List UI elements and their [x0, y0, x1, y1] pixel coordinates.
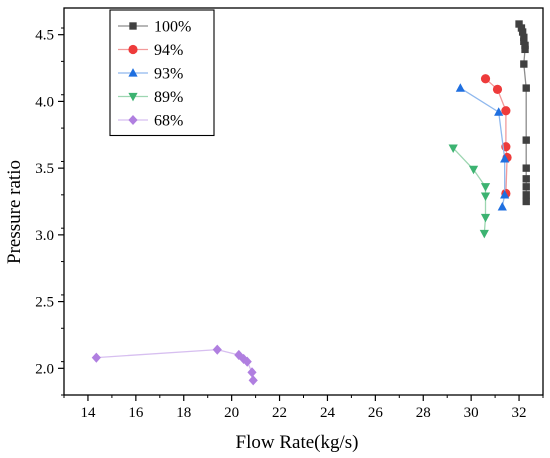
data-point-100%-1 [517, 24, 526, 32]
data-point-94%-2 [501, 106, 511, 116]
data-point-100%-14 [522, 197, 530, 206]
legend-label-68%: 68% [154, 113, 183, 130]
series-94% [480, 74, 512, 199]
series-93% [455, 83, 510, 211]
series-line-94% [485, 78, 508, 194]
legend-marker-100% [129, 22, 137, 30]
axis-ticks [58, 27, 544, 401]
data-point-89%-3 [480, 192, 491, 201]
x-tick-label-30: 30 [464, 405, 479, 421]
y-tick-label-3.5: 3.5 [35, 161, 54, 177]
x-tick-label-28: 28 [416, 405, 431, 421]
data-point-100%-8 [522, 84, 530, 92]
data-point-89%-4 [480, 213, 491, 223]
data-point-89%-0 [448, 144, 458, 153]
data-point-93%-4 [497, 202, 507, 211]
data-point-93%-3 [500, 189, 510, 199]
y-tick-label-4.5: 4.5 [35, 28, 54, 44]
data-point-100%-10 [522, 164, 530, 172]
x-tick-label-16: 16 [128, 405, 144, 421]
legend-marker-94% [128, 44, 138, 55]
data-point-94%-1 [492, 84, 503, 95]
tick-labels: 14 16 18 20 22 24 26 28 30 32 2.0 2.5 3.0 3.5 4.0 4.5 [35, 28, 526, 421]
data-point-68%-0 [91, 352, 101, 363]
data-point-100%-5 [521, 41, 529, 50]
data-point-89%-1 [468, 165, 479, 175]
legend-label-100%: 100% [154, 19, 191, 36]
legend-marker-93% [128, 68, 138, 77]
data-point-100%-6 [521, 45, 529, 54]
legend-marker-68% [128, 114, 138, 126]
data-point-100%-3 [520, 33, 528, 42]
data-point-89%-5 [479, 229, 489, 239]
series-line-93% [460, 87, 506, 207]
series-line-89% [452, 147, 487, 234]
legend-marker-89% [128, 92, 138, 102]
x-tick-label-32: 32 [512, 405, 527, 421]
y-axis-label: Pressure ratio [4, 160, 25, 264]
data-point-68%-4 [242, 356, 252, 367]
y-tick-label-2.5: 2.5 [35, 295, 54, 311]
data-point-100%-9 [522, 136, 530, 144]
x-tick-label-18: 18 [176, 405, 191, 421]
data-point-100%-13 [522, 191, 530, 199]
x-tick-label-20: 20 [224, 405, 239, 421]
x-tick-label-24: 24 [320, 405, 336, 421]
data-point-100%-0 [515, 20, 523, 28]
series-100% [515, 20, 530, 206]
data-point-100%-2 [518, 28, 527, 36]
data-point-68%-6 [248, 375, 258, 386]
series-68% [91, 344, 258, 386]
x-tick-label-14: 14 [80, 405, 96, 421]
data-point-68%-1 [212, 344, 222, 355]
data-point-89%-2 [480, 183, 491, 192]
series-line-68% [96, 348, 254, 381]
x-tick-label-26: 26 [368, 405, 384, 421]
x-axis-label: Flow Rate(kg/s) [236, 432, 359, 453]
data-point-68%-5 [247, 367, 257, 378]
data-point-93%-0 [455, 83, 465, 92]
y-tick-label-2.0: 2.0 [35, 361, 54, 377]
data-point-100%-11 [522, 175, 530, 183]
legend-label-89%: 89% [154, 89, 183, 106]
legend: 100% 94% 93% 89% 68% [109, 9, 215, 137]
data-point-100%-7 [520, 60, 528, 68]
data-point-94%-0 [480, 74, 491, 84]
series-group [91, 20, 530, 386]
data-point-100%-12 [522, 183, 530, 191]
x-tick-label-22: 22 [272, 405, 287, 421]
data-point-93%-1 [494, 107, 504, 116]
series-89% [448, 144, 491, 239]
legend-label-94%: 94% [154, 42, 183, 59]
y-tick-label-4.0: 4.0 [35, 94, 54, 110]
y-tick-label-3.0: 3.0 [35, 228, 54, 244]
data-point-100%-4 [520, 37, 528, 46]
legend-label-93%: 93% [154, 66, 183, 83]
data-point-93%-2 [500, 153, 510, 163]
